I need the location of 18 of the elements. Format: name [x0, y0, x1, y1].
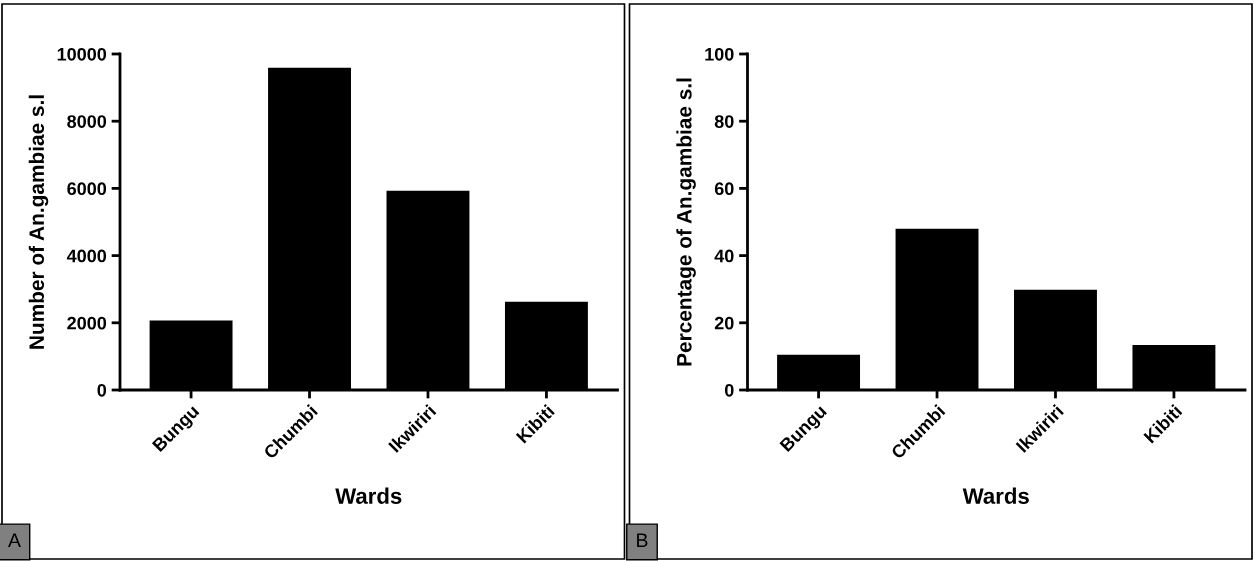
y-tick-label: 60 [714, 182, 734, 196]
y-tick-label: 6000 [67, 182, 107, 196]
text: B [637, 533, 648, 547]
y-tick-label: 80 [714, 115, 734, 128]
y-tick-label: 100 [705, 47, 734, 61]
y-tick-label: 4000 [66, 249, 107, 263]
y-tick-label: 20 [714, 316, 734, 330]
y-tick-label: 8000 [67, 115, 107, 128]
y-tick-label: 2000 [67, 316, 107, 330]
y-tick-label: 0 [97, 383, 107, 397]
x-axis-title: Wards [962, 487, 1029, 504]
y-tick-label: 10000 [57, 47, 107, 61]
y-axis-title: Percentage of An.gambiae s.l [676, 78, 696, 366]
y-axis-title: Number of An.gambiae s.l [28, 95, 49, 349]
y-tick-label: 40 [714, 249, 734, 263]
y-tick-label: 0 [724, 383, 734, 397]
x-axis-title: Wards [335, 487, 402, 504]
text: A [8, 533, 21, 547]
